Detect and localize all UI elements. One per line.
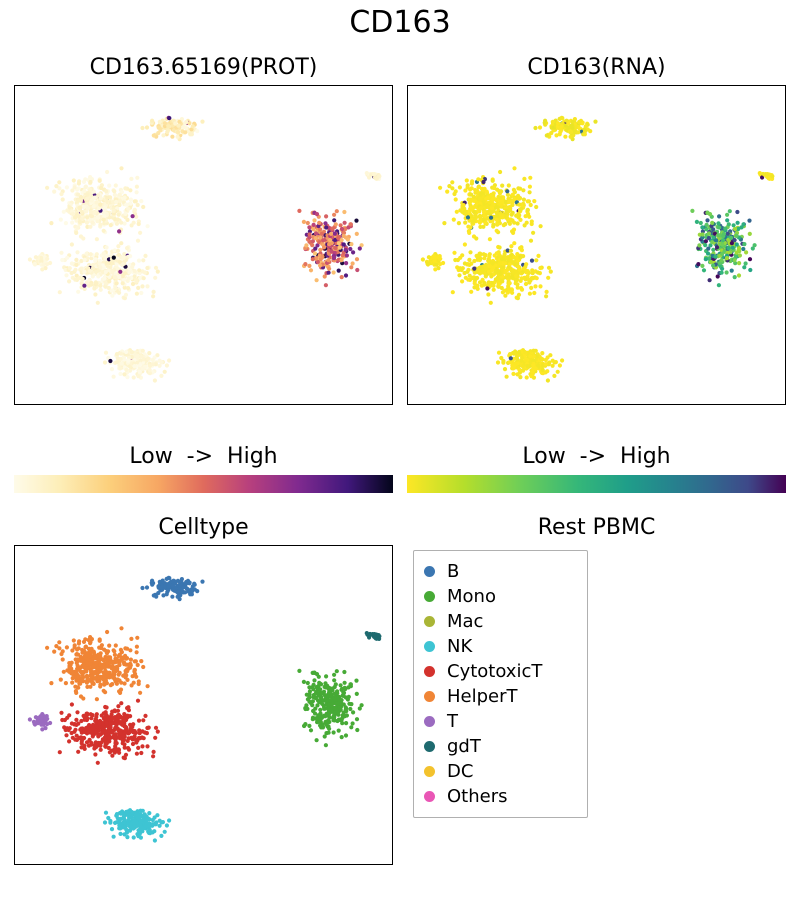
legend-label: DC xyxy=(447,759,473,784)
legend-marker-icon xyxy=(424,566,435,577)
legend-label: Mac xyxy=(447,609,483,634)
legend-label: B xyxy=(447,559,459,584)
prot-title: CD163.65169(PROT) xyxy=(14,55,393,80)
scatter-panel-rna xyxy=(407,85,786,405)
legend-item: NK xyxy=(424,634,575,659)
legend-label: Mono xyxy=(447,584,496,609)
legend-item: B xyxy=(424,559,575,584)
legend-marker-icon xyxy=(424,766,435,777)
legend-label: gdT xyxy=(447,734,481,759)
legend-label: CytotoxicT xyxy=(447,659,542,684)
scatter-panel-celltype xyxy=(14,545,393,865)
legend-item: HelperT xyxy=(424,684,575,709)
legend-item: DC xyxy=(424,759,575,784)
celltype-title: Celltype xyxy=(14,515,393,540)
legend-marker-icon xyxy=(424,591,435,602)
legend-item: T xyxy=(424,709,575,734)
legend-label: T xyxy=(447,709,458,734)
legend-item: Mono xyxy=(424,584,575,609)
prot-colorbar-label: Low -> High xyxy=(14,444,393,469)
legend-marker-icon xyxy=(424,616,435,627)
legend-item: Mac xyxy=(424,609,575,634)
legend-marker-icon xyxy=(424,691,435,702)
legend-box: BMonoMacNKCytotoxicTHelperTTgdTDCOthers xyxy=(413,550,588,818)
prot-colorbar xyxy=(14,475,393,493)
legend-item: Others xyxy=(424,784,575,809)
legend-label: NK xyxy=(447,634,472,659)
legend-label: HelperT xyxy=(447,684,518,709)
legend-marker-icon xyxy=(424,641,435,652)
legend-title: Rest PBMC xyxy=(407,515,786,540)
scatter-panel-prot xyxy=(14,85,393,405)
legend-marker-icon xyxy=(424,666,435,677)
legend-item: gdT xyxy=(424,734,575,759)
legend-marker-icon xyxy=(424,716,435,727)
legend-label: Others xyxy=(447,784,508,809)
figure-root: CD163 CD163.65169(PROT) Low -> High CD16… xyxy=(0,0,800,900)
legend-marker-icon xyxy=(424,741,435,752)
rna-colorbar-label: Low -> High xyxy=(407,444,786,469)
main-title: CD163 xyxy=(0,5,800,40)
rna-title: CD163(RNA) xyxy=(407,55,786,80)
legend-marker-icon xyxy=(424,791,435,802)
legend-item: CytotoxicT xyxy=(424,659,575,684)
rna-colorbar xyxy=(407,475,786,493)
